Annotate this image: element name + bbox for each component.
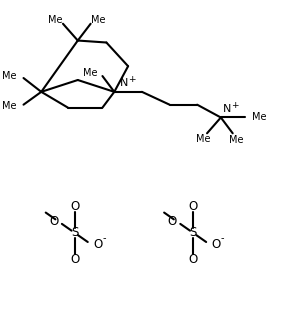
Text: O: O [189, 253, 198, 266]
Text: Me: Me [91, 15, 106, 25]
Text: -: - [220, 233, 224, 243]
Text: O: O [168, 215, 177, 228]
Text: O: O [49, 215, 58, 228]
Text: Me: Me [196, 134, 210, 144]
Text: Me: Me [2, 101, 16, 111]
Text: +: + [231, 101, 238, 110]
Text: Me: Me [83, 68, 97, 78]
Text: O: O [70, 253, 80, 266]
Text: S: S [71, 226, 78, 239]
Text: O: O [212, 238, 221, 251]
Text: Me: Me [229, 135, 244, 145]
Text: S: S [189, 226, 197, 239]
Text: O: O [93, 238, 103, 251]
Text: Me: Me [252, 112, 267, 122]
Text: N: N [223, 104, 231, 113]
Text: +: + [128, 75, 135, 84]
Text: Me: Me [48, 15, 62, 25]
Text: Me: Me [2, 71, 16, 81]
Text: -: - [102, 233, 106, 243]
Text: O: O [189, 200, 198, 213]
Text: O: O [70, 200, 80, 213]
Text: N: N [120, 78, 129, 88]
